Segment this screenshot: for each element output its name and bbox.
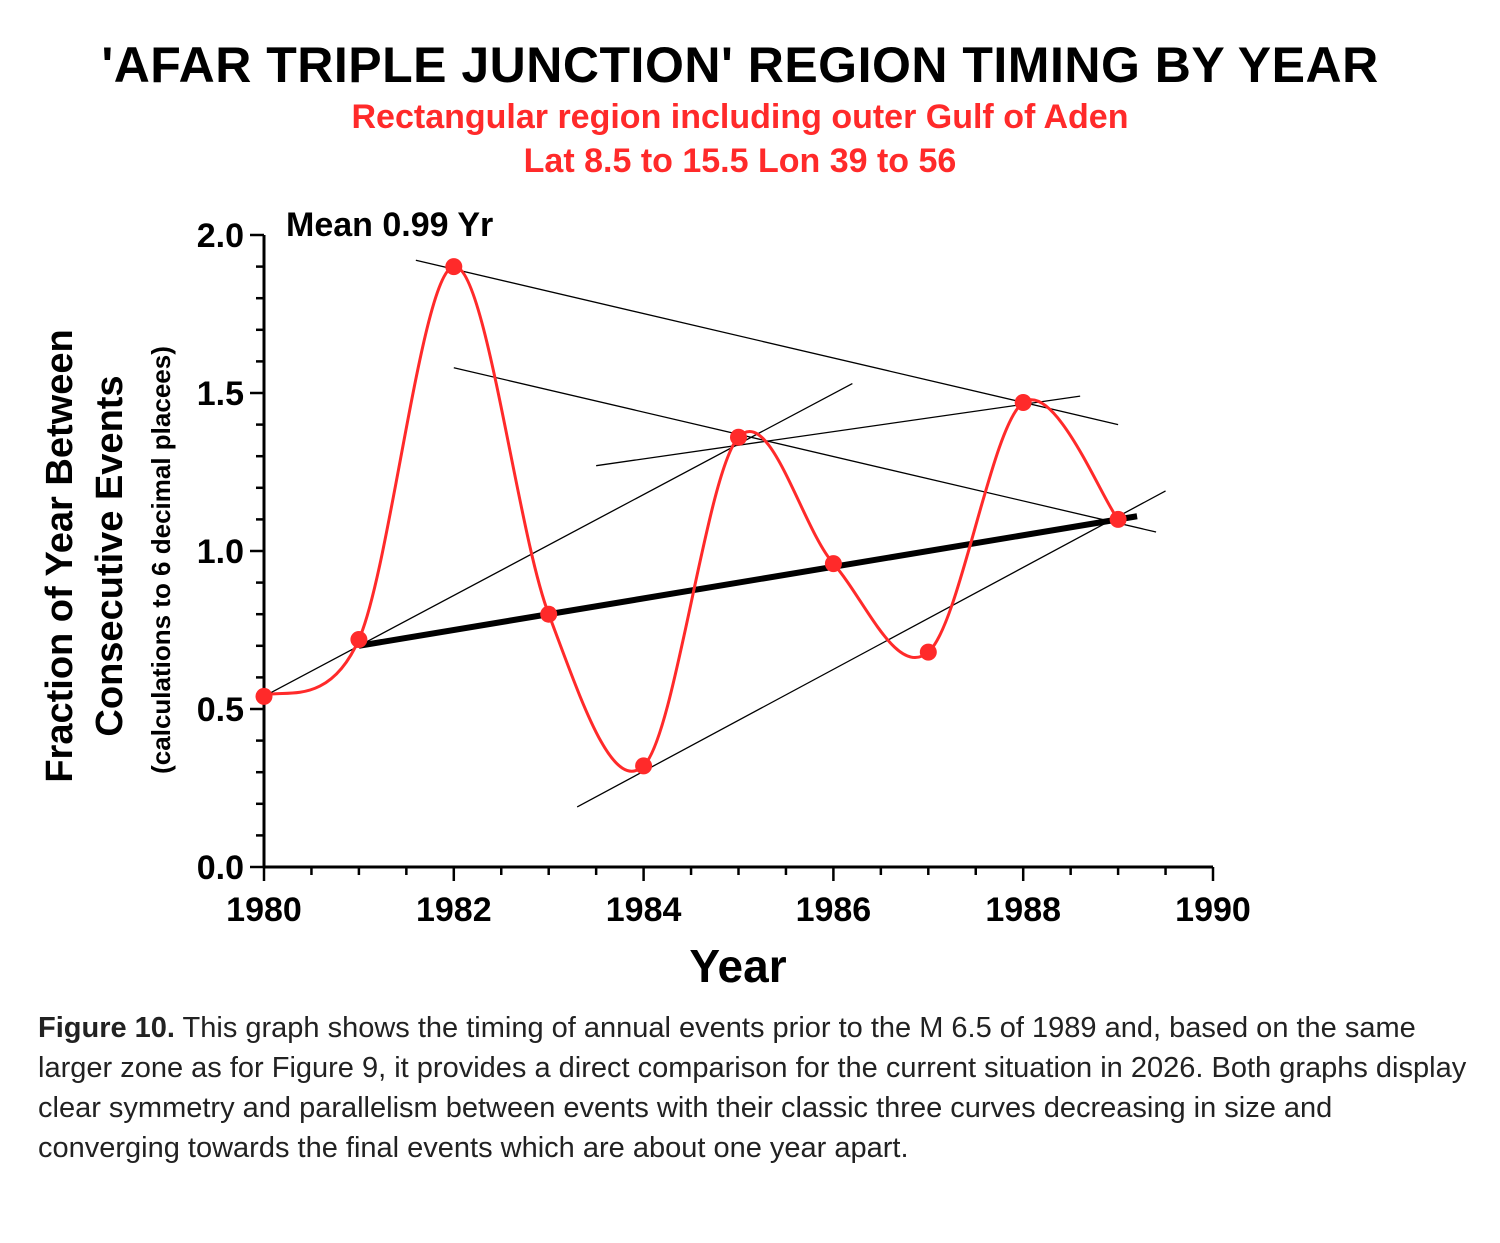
trend-lines: [263, 259, 1166, 808]
trend-line: [596, 395, 1081, 467]
data-point: [540, 605, 558, 623]
x-tick-label: 1984: [606, 891, 682, 929]
data-point: [255, 687, 273, 705]
chart-title: 'AFAR TRIPLE JUNCTION' REGION TIMING BY …: [101, 37, 1379, 93]
figure-caption: Figure 10. This graph shows the timing o…: [38, 1008, 1478, 1168]
data-point: [1014, 393, 1032, 411]
data-point: [1109, 510, 1127, 528]
y-axis-label-line1: Fraction of Year Between: [39, 329, 81, 782]
trend-line-bold: [358, 513, 1138, 649]
y-axis-label-line2: Consecutive Events: [89, 375, 131, 736]
data-point: [919, 643, 937, 661]
y-tick-label: 0.0: [197, 849, 244, 887]
data-points: [255, 258, 1127, 775]
y-tick-label: 1.5: [197, 375, 244, 413]
x-tick-label: 1982: [416, 891, 492, 929]
mean-annotation: Mean 0.99 Yr: [286, 206, 493, 244]
trend-line: [415, 259, 1119, 426]
x-tick-label: 1980: [226, 891, 302, 929]
trend-line: [453, 367, 1157, 533]
caption-label: Figure 10.: [38, 1012, 175, 1044]
series-line-group: [263, 265, 1120, 773]
chart-subtitle-region: Rectangular region including outer Gulf …: [351, 98, 1129, 136]
y-tick-label: 0.5: [197, 691, 244, 729]
series-line: [263, 265, 1120, 773]
trend-line: [576, 490, 1166, 808]
x-tick-label: 1986: [796, 891, 872, 929]
trend-line: [263, 382, 853, 697]
y-axis-label-line3: (calculations to 6 decimal placees): [146, 346, 176, 774]
data-point: [350, 630, 368, 648]
data-point: [730, 428, 747, 446]
caption-text: This graph shows the timing of annual ev…: [38, 1012, 1467, 1164]
data-point: [824, 555, 842, 573]
data-point: [445, 258, 463, 276]
x-axis-label: Year: [689, 940, 786, 992]
x-tick-label: 1990: [1175, 891, 1251, 929]
data-point: [635, 757, 653, 775]
chart-subtitle-coordinates: Lat 8.5 to 15.5 Lon 39 to 56: [523, 142, 957, 180]
y-tick-label: 1.0: [197, 533, 244, 571]
x-tick-label: 1988: [985, 891, 1061, 929]
y-tick-label: 2.0: [197, 217, 244, 255]
chart-axes: 0.0 0.5 1.0 1.5 2.0 1980 1982 1984 1986 1988 1990: [197, 217, 1251, 929]
